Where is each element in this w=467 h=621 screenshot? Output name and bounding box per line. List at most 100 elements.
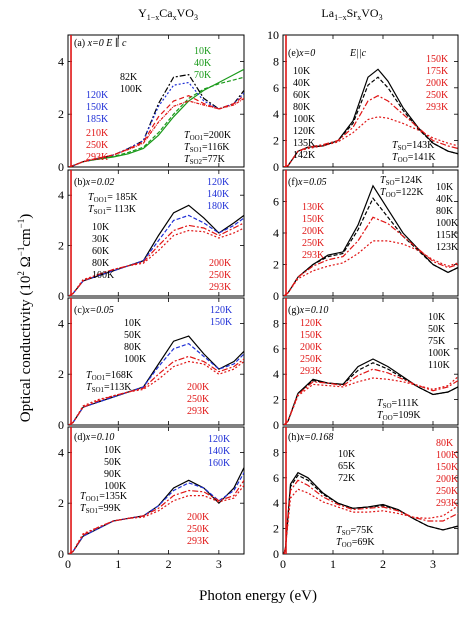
label-g-10K: 10K — [428, 312, 446, 323]
label-f-115K: 115K — [436, 230, 459, 241]
label-f-too: TOO=122K — [380, 187, 424, 199]
label-c-293K: 293K — [187, 406, 210, 417]
label-e-142K: 142K — [293, 150, 316, 161]
y-tick-label: 2 — [58, 107, 64, 121]
y-tick-label: 6 — [273, 342, 279, 356]
series-group — [283, 35, 458, 167]
label-b-30K: 30K — [92, 234, 110, 245]
label-a-293K: 293K — [86, 152, 109, 163]
y-tick-label: 2 — [58, 496, 64, 510]
label-g-120K: 120K — [300, 318, 323, 329]
panel-5: 0 2 4 6 8 10 — [267, 28, 459, 174]
panel-h-tag: (h)x=0.168 — [288, 432, 333, 443]
label-a-tso1: TSO1=116K — [184, 142, 230, 154]
label-h-80K: 80K — [436, 438, 454, 449]
label-a-210K: 210K — [86, 128, 109, 139]
series-line-70K — [68, 76, 244, 167]
label-f-150K: 150K — [302, 214, 325, 225]
label-d-tso1: TSO1=99K — [80, 503, 122, 515]
y-tick-label: 6 — [273, 195, 279, 209]
label-a-70K: 70K — [194, 70, 212, 81]
right-column-title: La1−xSrxVO3 — [321, 6, 382, 22]
y-tick-label: 2 — [58, 367, 64, 381]
label-h-200K: 200K — [436, 474, 459, 485]
x-axis-label: Photon energy (eV) — [199, 588, 317, 604]
label-e-135K: 135K — [293, 138, 316, 149]
label-e-250K: 250K — [426, 90, 449, 101]
label-f-10K: 10K — [436, 182, 454, 193]
label-d-100K: 100K — [104, 481, 127, 492]
label-a-82K: 82K — [120, 72, 138, 83]
panel-frame — [67, 34, 245, 168]
series-group — [68, 298, 244, 425]
label-b-140K: 140K — [207, 189, 230, 200]
label-b-10K: 10K — [92, 222, 110, 233]
series-line-130K — [283, 216, 458, 296]
label-f-130K: 130K — [302, 202, 325, 213]
panel-frame — [282, 426, 459, 555]
panel-b-tag: (b)x=0.02 — [74, 177, 114, 188]
y-tick-label: 4 — [273, 367, 279, 381]
label-h-293K: 293K — [436, 498, 459, 509]
label-h-tso: TSO=75K — [336, 525, 374, 537]
y-tick-label: 6 — [273, 471, 279, 485]
panel-frame — [282, 297, 459, 426]
label-e-too: TOO=141K — [392, 152, 436, 164]
label-a-120K: 120K — [86, 90, 109, 101]
annotations-f: (f)x=0.05 TSO=124K TOO=122K 10K 40K 80K … — [288, 175, 459, 261]
label-b-200K: 200K — [209, 258, 232, 269]
label-a-too1: TOO1=200K — [184, 130, 232, 142]
y-tick-label: 4 — [273, 107, 279, 121]
label-d-200K: 200K — [187, 512, 210, 523]
label-d-90K: 90K — [104, 469, 122, 480]
label-a-150K: 150K — [86, 102, 109, 113]
y-tick-label: 10 — [267, 28, 279, 42]
y-tick-label: 0 — [273, 289, 279, 303]
label-d-293K: 293K — [187, 536, 210, 547]
label-h-10K: 10K — [338, 449, 356, 460]
panel-4: 0 1 2 3 0 2 4 — [58, 426, 245, 571]
label-a-40K: 40K — [194, 58, 212, 69]
y-tick-label: 8 — [273, 445, 279, 459]
label-b-too1: TOO1= 185K — [88, 192, 138, 204]
y-tick-label: 2 — [273, 393, 279, 407]
label-h-150K: 150K — [436, 462, 459, 473]
label-d-140K: 140K — [208, 446, 231, 457]
label-c-50K: 50K — [124, 330, 142, 341]
y-tick-label: 2 — [58, 239, 64, 253]
label-d-10K: 10K — [104, 445, 122, 456]
label-e-10K: 10K — [293, 66, 311, 77]
left-column-title: Y1−xCaxVO3 — [138, 6, 198, 22]
label-f-tso: TSO=124K — [380, 175, 423, 187]
label-e-200K: 200K — [426, 78, 449, 89]
series-line-293K — [68, 227, 244, 296]
y-tick-label: 0 — [58, 547, 64, 561]
y-tick-label: 4 — [58, 316, 64, 330]
annotations-e: (e)x=0 E||c 10K 40K 60K 80K 100K 120K 13… — [288, 48, 449, 164]
y-tick-label: 4 — [58, 445, 64, 459]
y-tick-label: 0 — [58, 160, 64, 174]
panel-frame — [282, 34, 459, 168]
series-line-200K — [68, 355, 244, 425]
label-g-110K: 110K — [428, 360, 451, 371]
y-tick-label: 4 — [273, 496, 279, 510]
label-a-100K: 100K — [120, 84, 143, 95]
series-line-293K — [283, 488, 458, 554]
label-h-250K: 250K — [436, 486, 459, 497]
label-g-75K: 75K — [428, 336, 446, 347]
x-tick-label: 2 — [166, 557, 172, 571]
y-tick-label: 0 — [273, 160, 279, 174]
label-b-293K: 293K — [209, 282, 232, 293]
y-tick-label: 6 — [273, 81, 279, 95]
x-tick-label: 1 — [115, 557, 121, 571]
y-tick-label: 0 — [58, 418, 64, 432]
series-group — [283, 298, 458, 425]
panel-frame — [67, 297, 245, 426]
panel-e-tag: (e)x=0 — [288, 48, 315, 59]
label-e-40K: 40K — [293, 78, 311, 89]
series-group — [283, 427, 458, 554]
label-c-150K: 150K — [210, 317, 233, 328]
panel-3: 0 2 4 — [58, 297, 245, 432]
label-b-tso1: TSO1= 113K — [88, 204, 137, 216]
y-tick-label: 2 — [273, 522, 279, 536]
